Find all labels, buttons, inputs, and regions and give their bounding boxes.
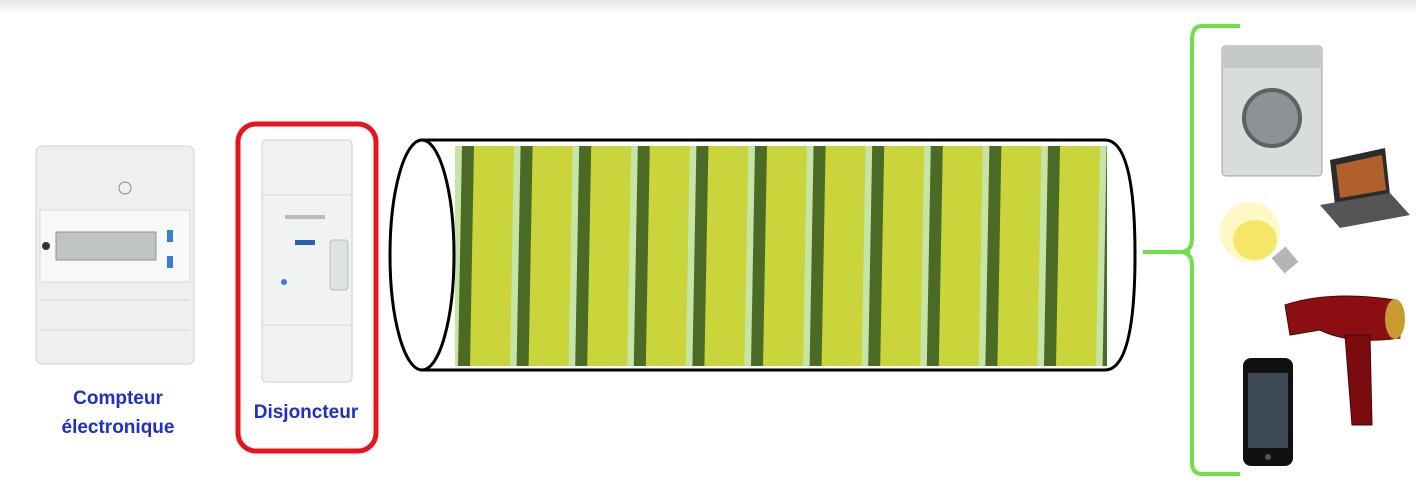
meter-label: électronique — [62, 417, 175, 438]
laptop — [1320, 148, 1410, 228]
meter-label: Compteur — [73, 388, 163, 409]
top-shadow — [0, 0, 1416, 14]
smartphone — [1243, 358, 1293, 466]
diagram: Compteur électronique Disjoncteur — [0, 0, 1416, 484]
electric-meter — [36, 146, 194, 364]
breaker-label: Disjoncteur — [254, 402, 359, 423]
washing-machine — [1222, 46, 1322, 176]
cable-tube — [390, 140, 1159, 370]
hair-dryer — [1285, 296, 1405, 425]
light-bulb — [1220, 202, 1298, 273]
circuit-breaker — [262, 140, 352, 382]
